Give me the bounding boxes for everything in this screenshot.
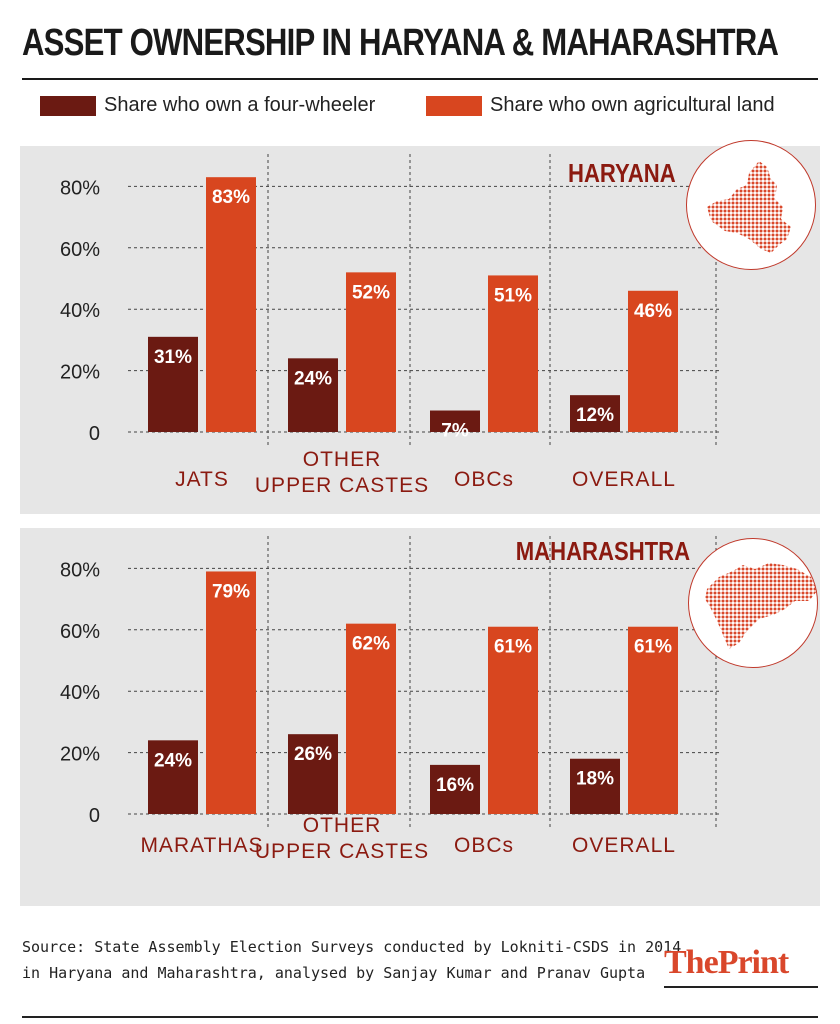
data-label: 51% [494, 285, 532, 306]
maharashtra-state-label: MAHARASHTRA [515, 536, 690, 566]
y-tick-label: 20% [60, 362, 100, 384]
legend-swatch-land [426, 95, 482, 116]
data-label: 83% [212, 187, 250, 208]
y-tick-label: 0 [89, 423, 100, 445]
page-title: ASSET OWNERSHIP IN HARYANA & MAHARASHTRA [22, 22, 779, 64]
logo-divider [664, 986, 818, 988]
bar-four-wheeler [430, 410, 480, 432]
source-line-2: in Haryana and Maharashtra, analysed by … [22, 964, 646, 982]
category-label: OBCs [454, 468, 514, 491]
data-label: 62% [352, 634, 390, 655]
category-label: OVERALL [572, 834, 676, 857]
y-tick-label: 60% [60, 621, 100, 643]
y-tick-label: 80% [60, 177, 100, 199]
data-label: 16% [436, 775, 474, 796]
y-tick-label: 80% [60, 559, 100, 581]
maharashtra-map-icon [688, 538, 818, 668]
bottom-divider [22, 1016, 818, 1018]
category-label: MARATHAS [140, 834, 263, 857]
category-label: OTHER [303, 448, 382, 471]
bar-land [488, 626, 538, 814]
legend-label-four-wheeler: Share who own a four-wheeler [104, 94, 376, 116]
legend-swatch-four-wheeler [40, 95, 96, 116]
bar-four-wheeler [430, 764, 480, 814]
category-label: JATS [175, 468, 229, 491]
haryana-chart: 0 20% 40% 60% 80% 31% 83% JATS 24% 52% OTHER UPPER … [60, 154, 720, 497]
maharashtra-chart-panel: 0 20% 40% 60% 80% 24% 79% MARATHAS 26% 62% OTHER UP… [20, 528, 820, 906]
category-label: UPPER CASTES [255, 474, 429, 497]
category-label: OVERALL [572, 468, 676, 491]
y-tick-label: 60% [60, 239, 100, 261]
bar-four-wheeler [148, 740, 198, 814]
source-note: Source: State Assembly Election Surveys … [22, 934, 681, 986]
haryana-map-icon [686, 140, 816, 270]
data-label: 52% [352, 282, 390, 303]
data-label: 61% [494, 637, 532, 658]
y-tick-label: 40% [60, 300, 100, 322]
data-label: 12% [576, 405, 614, 426]
data-label: 61% [634, 637, 672, 658]
bar-four-wheeler [288, 734, 338, 814]
category-label: UPPER CASTES [255, 840, 429, 863]
bar-land [488, 275, 538, 432]
logo-the: The [664, 944, 719, 981]
bar-land [628, 290, 678, 432]
y-tick-label: 20% [60, 744, 100, 766]
bar-four-wheeler [570, 395, 620, 432]
data-label: 18% [576, 769, 614, 790]
data-label: 7% [441, 421, 469, 442]
legend-item-land: Share who own agricultural land [426, 94, 775, 117]
theprint-logo: ThePrint [664, 944, 790, 982]
legend-item-four-wheeler: Share who own a four-wheeler [40, 94, 375, 117]
source-line-1: Source: State Assembly Election Surveys … [22, 938, 682, 956]
bar-four-wheeler [570, 758, 620, 814]
bar-four-wheeler [288, 358, 338, 432]
haryana-map-dots [707, 161, 791, 253]
y-tick-label: 0 [89, 805, 100, 827]
data-label: 24% [294, 368, 332, 389]
title-divider [22, 78, 818, 80]
data-label: 46% [634, 301, 672, 322]
maharashtra-chart: 0 20% 40% 60% 80% 24% 79% MARATHAS 26% 62% OTHER UP… [60, 536, 720, 863]
data-label: 79% [212, 581, 250, 602]
logo-print: Print [717, 944, 790, 981]
data-label: 24% [154, 750, 192, 771]
maharashtra-map-dots [705, 563, 817, 649]
bar-land [206, 571, 256, 814]
y-tick-label: 40% [60, 682, 100, 704]
haryana-state-label: HARYANA [568, 158, 676, 188]
bar-land [628, 626, 678, 814]
data-label: 26% [294, 744, 332, 765]
legend-label-land: Share who own agricultural land [490, 94, 775, 116]
category-label: OBCs [454, 834, 514, 857]
bar-land [346, 272, 396, 432]
data-label: 31% [154, 347, 192, 368]
bar-land [206, 177, 256, 432]
bar-land [346, 623, 396, 814]
category-label: OTHER [303, 814, 382, 837]
bar-four-wheeler [148, 336, 198, 432]
